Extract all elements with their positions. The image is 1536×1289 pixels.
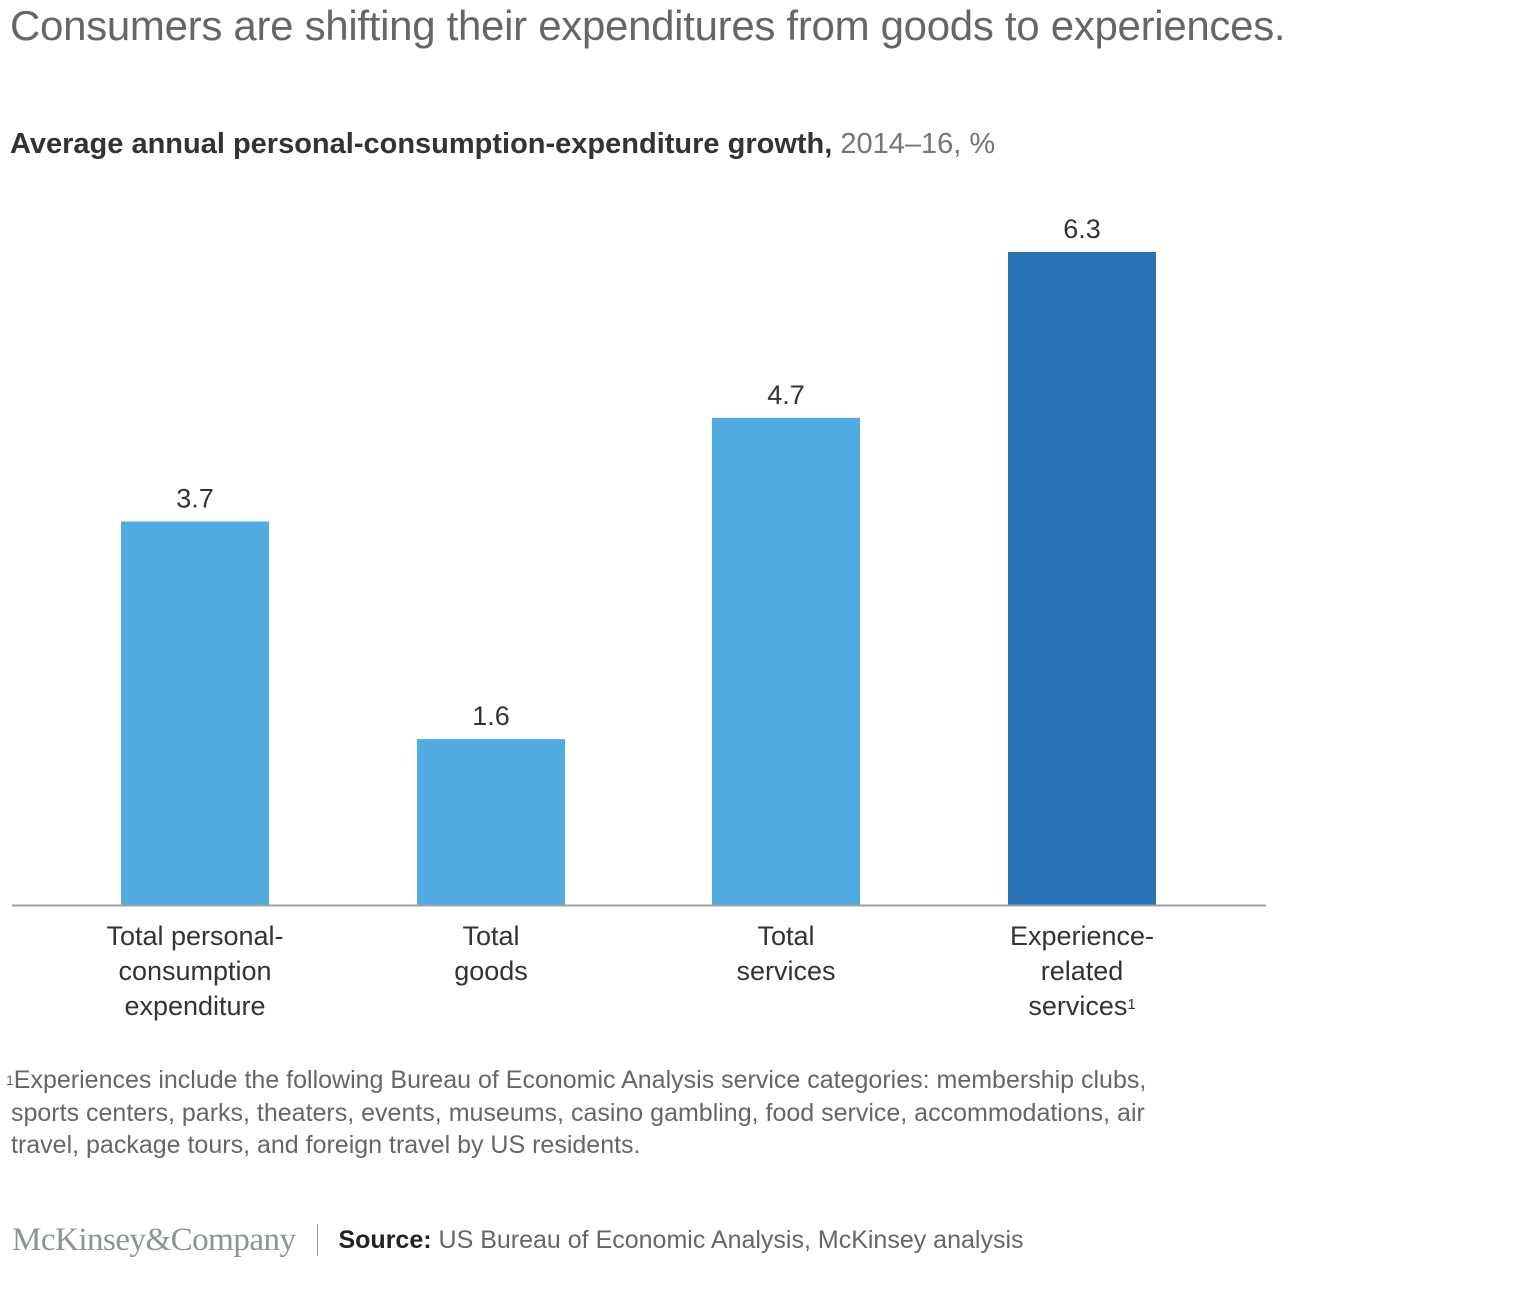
category-label-line: Total personal- <box>106 921 284 951</box>
category-label-line: Experience- <box>1009 921 1155 951</box>
bar-3 <box>712 417 860 905</box>
source-label: Source: <box>338 1225 432 1254</box>
footer-divider <box>317 1224 319 1256</box>
category-label-1: Total personal-consumption expenditure <box>65 919 325 1024</box>
category-label-3: Total services <box>656 919 916 989</box>
category-label-line: related <box>1040 956 1124 986</box>
footnote: 1Experiences include the following Burea… <box>6 1064 1406 1162</box>
mckinsey-logo: McKinsey&Company <box>12 1221 296 1258</box>
footnote-line-1: 1Experiences include the following Burea… <box>6 1066 1147 1094</box>
bar-2 <box>417 739 565 905</box>
footnote-ref: 1 <box>1127 996 1136 1013</box>
category-label-2: Total goods <box>361 919 621 989</box>
chart-headline: Consumers are shifting their expenditure… <box>10 2 1286 49</box>
bar-1 <box>121 521 269 905</box>
category-label-line: Total <box>757 921 815 951</box>
category-label-line: services <box>736 956 836 986</box>
category-label-line: Total <box>462 921 520 951</box>
footnote-line-3: travel, package tours, and foreign trave… <box>11 1131 641 1159</box>
source-note: Source: US Bureau of Economic Analysis, … <box>338 1226 1023 1255</box>
value-label-4: 6.3 <box>1063 214 1101 244</box>
chart-title-main: Average annual personal-consumption-expe… <box>10 128 833 160</box>
category-label-line: services1 <box>1028 991 1136 1021</box>
footnote-line-2: sports centers, parks, theaters, events,… <box>11 1098 1145 1127</box>
chart-title-units: 2014–16, % <box>840 128 996 160</box>
bar-4 <box>1008 252 1156 905</box>
category-label-line: expenditure <box>124 991 266 1021</box>
footnote-mark: 1 <box>6 1072 14 1088</box>
category-label-line: consumption <box>118 956 272 986</box>
value-label-1: 3.7 <box>176 483 214 513</box>
chart-title: Average annual personal-consumption-expe… <box>10 126 995 162</box>
category-label-line: goods <box>454 956 528 986</box>
value-label-2: 1.6 <box>472 701 510 731</box>
source-text: US Bureau of Economic Analysis, McKinsey… <box>438 1225 1024 1254</box>
category-label-4: Experience-related services1 <box>952 919 1212 1024</box>
value-label-3: 4.7 <box>767 380 805 410</box>
footer: McKinsey&Company Source: US Bureau of Ec… <box>12 1220 1024 1260</box>
